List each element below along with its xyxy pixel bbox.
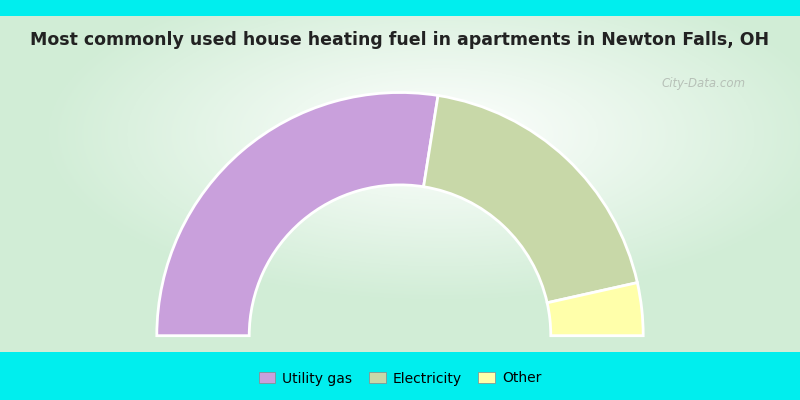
- Wedge shape: [423, 96, 638, 303]
- Text: City-Data.com: City-Data.com: [662, 77, 746, 90]
- Legend: Utility gas, Electricity, Other: Utility gas, Electricity, Other: [253, 366, 547, 391]
- Wedge shape: [157, 92, 438, 336]
- Text: Most commonly used house heating fuel in apartments in Newton Falls, OH: Most commonly used house heating fuel in…: [30, 30, 770, 48]
- Wedge shape: [547, 283, 643, 336]
